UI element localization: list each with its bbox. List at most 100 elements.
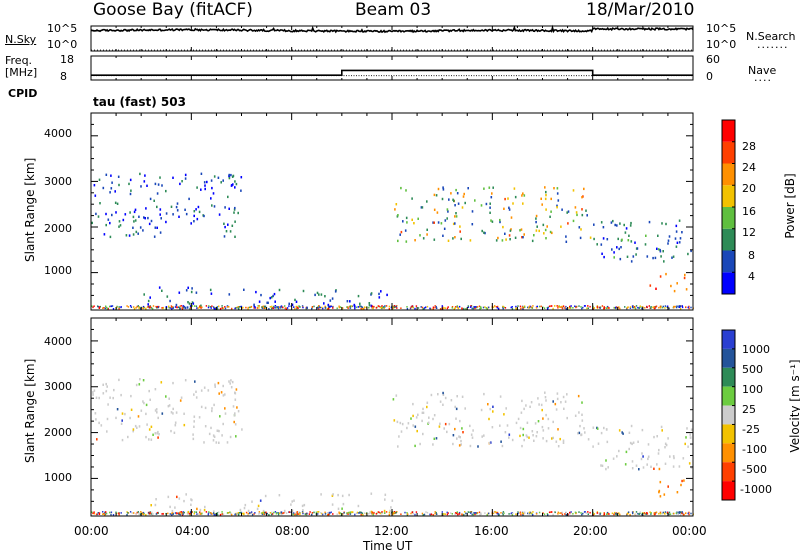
velocity-cell <box>515 513 517 515</box>
velocity-cell <box>560 512 562 514</box>
velocity-cell <box>320 493 322 496</box>
power-cell <box>632 306 634 309</box>
velocity-cell <box>357 512 359 514</box>
velocity-cell <box>220 391 223 394</box>
power-cell <box>485 307 487 309</box>
power-cell <box>168 305 170 308</box>
velocity-cell <box>488 441 491 445</box>
velocity-cell <box>232 405 235 408</box>
velocity-cell <box>499 395 502 398</box>
velocity-cell <box>499 424 501 427</box>
velocity-cell <box>393 512 395 514</box>
velocity-cell <box>253 513 255 515</box>
velocity-cell <box>510 512 512 515</box>
power-cell <box>560 306 562 308</box>
velocity-cell <box>398 435 400 438</box>
power-cell <box>152 305 155 307</box>
velocity-cell <box>105 389 108 393</box>
power-cell <box>393 306 396 309</box>
power-cbar-swatch <box>722 185 735 207</box>
power-cell <box>249 306 251 309</box>
velocity-cell <box>326 512 329 514</box>
power-cell <box>630 221 632 225</box>
velocity-cell <box>627 511 630 513</box>
cpid-text: tau (fast) 503 <box>93 95 186 109</box>
velocity-cell <box>541 408 543 412</box>
power-cell <box>111 181 113 184</box>
power-cell <box>470 306 472 308</box>
power-cell <box>380 290 382 293</box>
velocity-cell <box>678 465 681 468</box>
velocity-cell <box>130 394 132 398</box>
power-cell <box>553 187 555 190</box>
power-cell <box>205 305 208 307</box>
velocity-cell <box>263 512 265 514</box>
velocity-cell <box>263 513 266 515</box>
power-cell <box>294 307 296 310</box>
power-cell <box>190 290 193 294</box>
velocity-cell <box>464 407 466 410</box>
velocity-cell <box>667 485 669 488</box>
velocity-cell <box>389 509 391 513</box>
power-cell <box>412 306 414 309</box>
velocity-cell <box>192 433 194 436</box>
velocity-cell <box>400 430 403 433</box>
power-cell <box>288 305 290 307</box>
power-cell <box>119 224 122 227</box>
power-cell <box>400 307 402 309</box>
velocity-cell <box>570 511 572 513</box>
power-cell <box>234 220 236 223</box>
velocity-cell <box>467 511 469 513</box>
power-cell <box>138 306 140 308</box>
power-cell <box>324 305 326 308</box>
power-cell <box>521 306 524 308</box>
velocity-cell <box>478 511 481 514</box>
power-cell <box>143 293 145 296</box>
power-cell <box>550 197 552 201</box>
power-cell <box>502 307 504 310</box>
velocity-cell <box>454 513 456 515</box>
power-cell <box>673 306 675 309</box>
power-cell <box>603 307 606 309</box>
velocity-cell <box>429 513 431 516</box>
velocity-cell <box>388 511 391 514</box>
xtick-1600: 16:00 <box>474 524 509 538</box>
velocity-cell <box>136 426 138 429</box>
velocity-cell <box>587 438 590 441</box>
power-cell <box>679 306 681 308</box>
velocity-cell <box>129 511 132 513</box>
power-cell <box>479 307 481 310</box>
xtick-1200: 12:00 <box>374 524 409 538</box>
power-cell <box>346 300 349 303</box>
velocity-cell <box>357 504 360 508</box>
power-cell <box>150 307 153 309</box>
velocity-cell <box>324 513 327 515</box>
velocity-cell <box>250 512 252 514</box>
power-cell <box>219 307 222 310</box>
power-cell <box>497 236 499 240</box>
velocity-cell <box>204 406 207 410</box>
power-cell <box>648 305 650 307</box>
power-cbar-label: Power [dB] <box>783 173 797 239</box>
power-cell <box>139 226 142 229</box>
power-cell <box>483 231 485 234</box>
velocity-cell <box>488 512 490 515</box>
power-cell <box>471 307 473 310</box>
power-cell <box>679 307 682 310</box>
power-cell <box>185 212 188 216</box>
power-cell <box>419 234 421 237</box>
velocity-cell <box>352 511 354 513</box>
power-cell <box>667 239 670 242</box>
power-cell <box>227 223 229 226</box>
velocity-cell <box>180 396 183 399</box>
power-cell <box>432 221 434 224</box>
velocity-cell <box>579 424 581 428</box>
velocity-cell <box>116 512 118 515</box>
power-cell <box>420 306 422 308</box>
power-cell <box>97 306 99 308</box>
velocity-cell <box>495 511 497 513</box>
velocity-cell <box>519 512 521 514</box>
velocity-cell <box>664 446 666 449</box>
velocity-cell <box>432 417 434 421</box>
velocity-cell <box>685 436 687 439</box>
